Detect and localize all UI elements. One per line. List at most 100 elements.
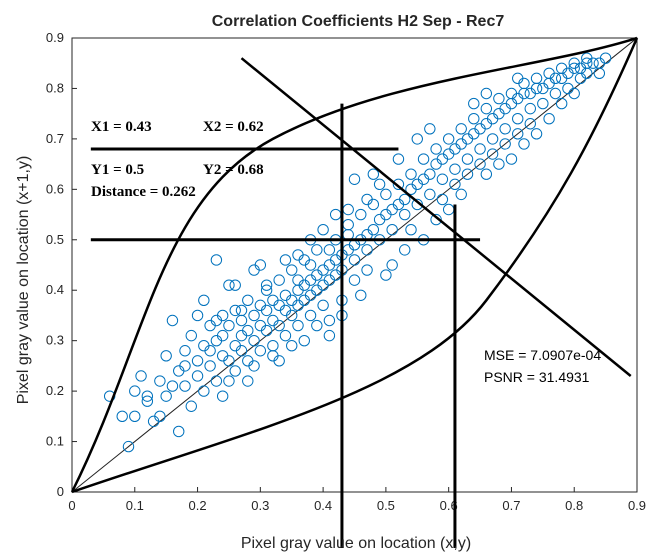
data-point [480, 102, 493, 115]
data-point [373, 178, 386, 190]
data-point [292, 249, 304, 261]
chart-title: Correlation Coefficients H2 Sep - Rec7 [212, 13, 505, 30]
x-tick-label: 0.2 [189, 498, 207, 513]
data-point [254, 345, 267, 357]
data-point [286, 309, 298, 322]
data-point [210, 375, 223, 387]
data-point [311, 319, 323, 332]
data-point [568, 87, 580, 100]
data-point [512, 128, 524, 140]
data-point [518, 138, 530, 150]
data-point [493, 158, 505, 170]
data-point [210, 254, 223, 266]
data-point [512, 72, 524, 85]
data-point [242, 324, 254, 337]
x-tick-label: 0.6 [440, 498, 458, 513]
data-point [493, 92, 505, 105]
data-point [430, 213, 442, 226]
x-axis-label: Pixel gray value on location (x,y) [241, 535, 471, 552]
tick-group: 0 0.1 0.2 0.3 0.4 0.5 0.6 0.7 0.8 0.9 0 0.1 0.2 0.3 0.… [46, 30, 646, 513]
data-point [242, 294, 254, 307]
data-point [116, 410, 128, 423]
data-point [317, 223, 329, 236]
data-point [468, 97, 480, 110]
data-point [223, 319, 235, 332]
data-point [292, 319, 304, 332]
data-point [210, 314, 223, 327]
data-point [141, 390, 154, 402]
plot-axes [71, 37, 638, 493]
data-point [129, 410, 141, 423]
data-point [380, 188, 392, 201]
data-point [480, 168, 493, 180]
y-tick-label: 0.5 [46, 232, 64, 247]
data-point [248, 334, 260, 347]
data-point [549, 72, 562, 85]
data-point [154, 410, 166, 423]
data-point [216, 390, 229, 402]
data-point [141, 395, 154, 407]
data-point [436, 173, 449, 185]
data-point [191, 309, 204, 322]
data-point [530, 72, 543, 85]
data-point [499, 138, 511, 150]
data-point [524, 118, 536, 130]
data-point [411, 133, 423, 145]
data-point [342, 218, 354, 231]
data-point [524, 102, 536, 115]
annotation-distance: Distance = 0.262 [91, 184, 196, 200]
annotation-x2: X2 = 0.62 [203, 119, 264, 135]
data-point [323, 244, 336, 256]
data-point [555, 97, 568, 110]
data-point [549, 87, 562, 100]
data-point [436, 193, 449, 206]
data-point [386, 223, 398, 236]
y-axis-label: Pixel gray value on location (x+1,y) [15, 156, 32, 405]
data-point [160, 350, 172, 362]
y-tick-label: 0.2 [46, 383, 64, 398]
annotation-x1: X1 = 0.43 [91, 119, 152, 135]
data-point [361, 244, 373, 256]
x-tick-label: 0.8 [565, 498, 583, 513]
data-point [348, 173, 361, 185]
data-point [298, 334, 310, 347]
data-point [248, 309, 260, 322]
annotation-psnr: PSNR = 31.4931 [484, 369, 590, 385]
y-tick-label: 0.8 [46, 80, 64, 95]
data-point [229, 279, 241, 291]
y-tick-label: 0 [57, 484, 64, 499]
data-point [260, 304, 273, 317]
data-point [185, 400, 197, 412]
x-tick-label: 0 [68, 498, 75, 513]
x-tick-label: 0.9 [628, 498, 646, 513]
data-point [229, 304, 241, 317]
data-point [267, 350, 279, 362]
data-point [581, 67, 593, 80]
data-point [323, 314, 336, 327]
data-point [512, 113, 524, 125]
data-point [173, 425, 185, 438]
data-point [166, 380, 179, 392]
data-point [405, 168, 417, 180]
data-point [204, 360, 216, 372]
data-point [198, 294, 210, 307]
data-point [480, 87, 493, 100]
data-point [311, 244, 323, 256]
data-point [468, 113, 480, 125]
data-point [198, 385, 210, 397]
data-point [122, 440, 135, 453]
data-point [449, 178, 461, 190]
data-point [424, 188, 436, 201]
data-point [260, 279, 273, 291]
data-point [235, 314, 248, 327]
y-tick-label: 0.3 [46, 333, 64, 348]
upper-envelope-curve [70, 36, 638, 493]
data-point [424, 123, 436, 135]
data-point [461, 153, 474, 165]
data-point [242, 375, 254, 387]
data-point [348, 254, 361, 266]
data-point [392, 153, 405, 165]
data-point [273, 319, 285, 332]
data-point [505, 153, 518, 165]
